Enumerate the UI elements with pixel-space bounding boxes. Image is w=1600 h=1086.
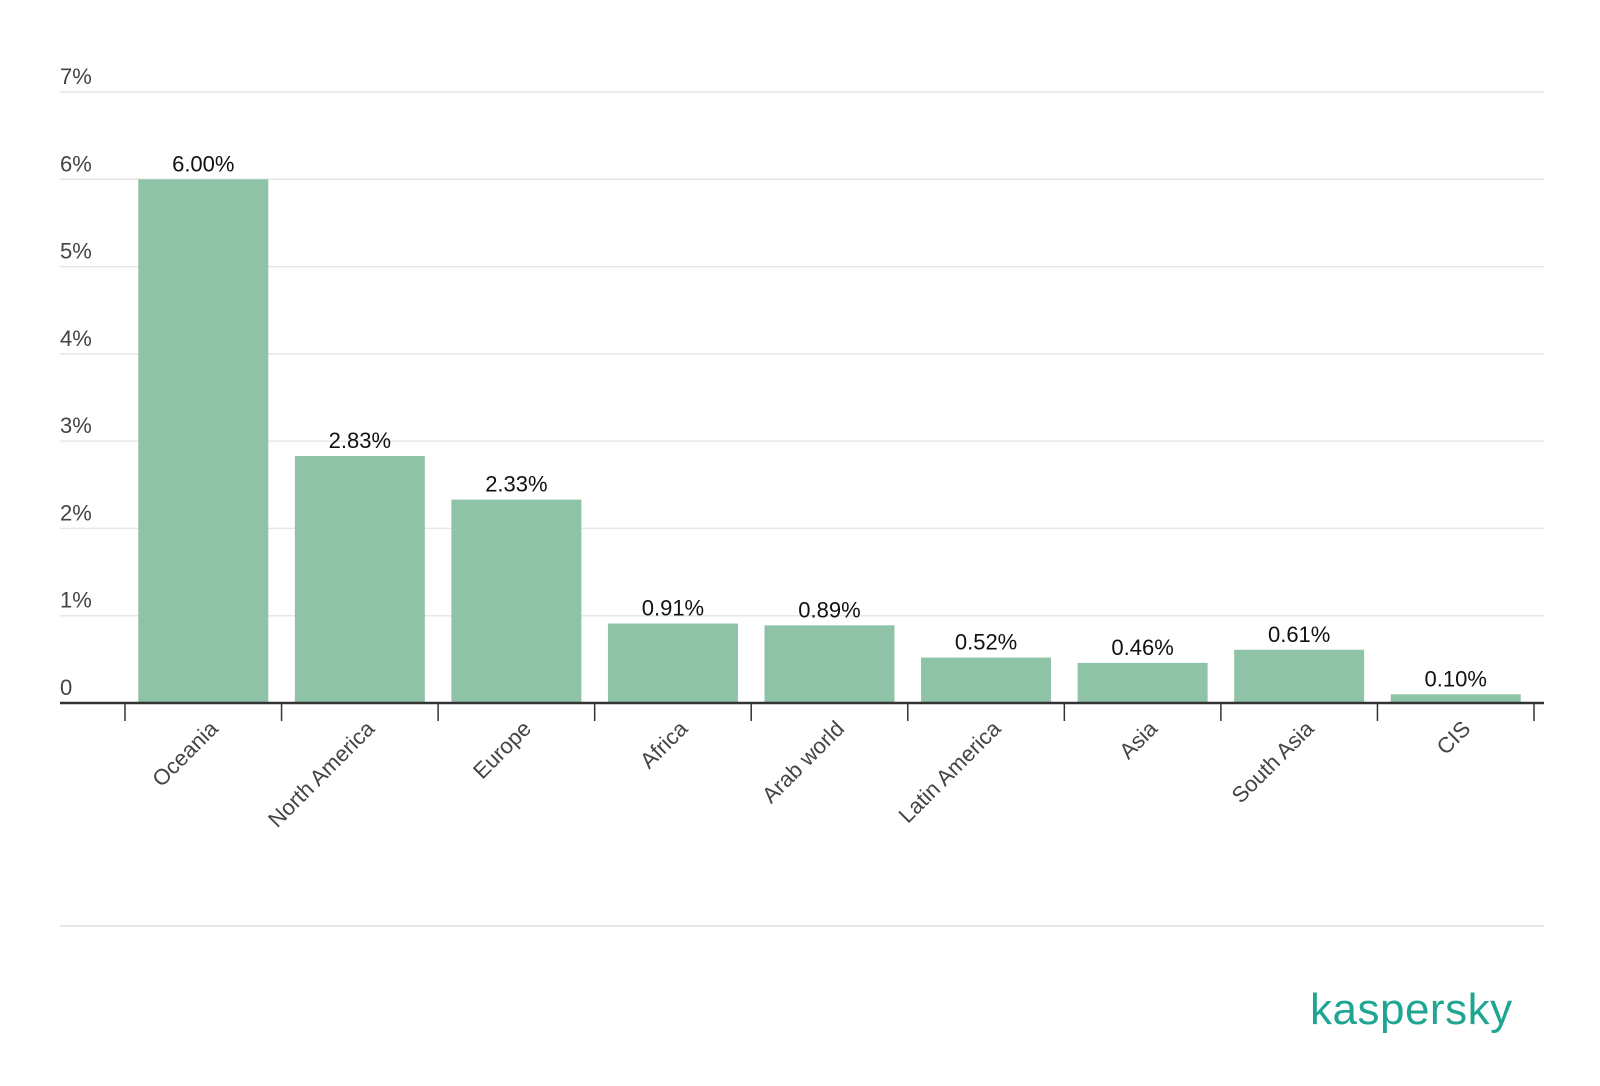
y-tick-label: 0 <box>60 675 72 700</box>
bar <box>451 499 582 703</box>
bar <box>764 625 895 703</box>
data-label: 0.46% <box>1111 635 1173 660</box>
kaspersky-logo: kaspersky <box>1310 985 1513 1034</box>
x-tick-label: Oceania <box>147 715 223 791</box>
x-axis <box>60 701 1544 721</box>
bar <box>1077 662 1208 703</box>
data-label: 0.10% <box>1425 666 1487 691</box>
x-tick-label: Latin America <box>894 715 1006 827</box>
data-label: 0.89% <box>798 597 860 622</box>
data-label: 0.61% <box>1268 622 1330 647</box>
y-tick-label: 7% <box>60 64 92 89</box>
x-tick-label: Asia <box>1114 715 1162 763</box>
bar <box>921 657 1052 703</box>
x-tick-label: Europe <box>468 716 536 784</box>
y-axis-ticks: 0 1% 2% 3% 4% 5% 6% 7% <box>60 64 92 700</box>
data-label: 2.83% <box>329 428 391 453</box>
x-axis-tick-labels: Oceania North America Europe Africa Arab wor… <box>147 715 1475 832</box>
x-tick-label: North America <box>263 715 380 832</box>
x-tick-label: Arab world <box>757 716 849 808</box>
data-label: 6.00% <box>172 151 234 176</box>
y-tick-label: 1% <box>60 588 92 613</box>
bars <box>138 179 1521 704</box>
data-labels: 6.00% 2.83% 2.33% 0.91% 0.89% 0.52% 0.46% 0.61%… <box>172 151 1487 691</box>
x-tick-label: South Asia <box>1227 715 1320 808</box>
data-label: 2.33% <box>485 472 547 497</box>
y-tick-label: 5% <box>60 239 92 264</box>
y-tick-label: 6% <box>60 151 92 176</box>
bar <box>1234 649 1365 703</box>
x-tick-label: CIS <box>1432 716 1476 760</box>
bar <box>294 455 425 703</box>
y-tick-label: 2% <box>60 500 92 525</box>
bar <box>607 623 738 703</box>
gridlines <box>60 91 1544 617</box>
x-tick-label: Africa <box>635 715 693 773</box>
bar <box>1390 694 1521 703</box>
y-tick-label: 3% <box>60 413 92 438</box>
data-label: 0.91% <box>642 596 704 621</box>
y-tick-label: 4% <box>60 326 92 351</box>
bar <box>138 179 269 704</box>
data-label: 0.52% <box>955 630 1017 655</box>
